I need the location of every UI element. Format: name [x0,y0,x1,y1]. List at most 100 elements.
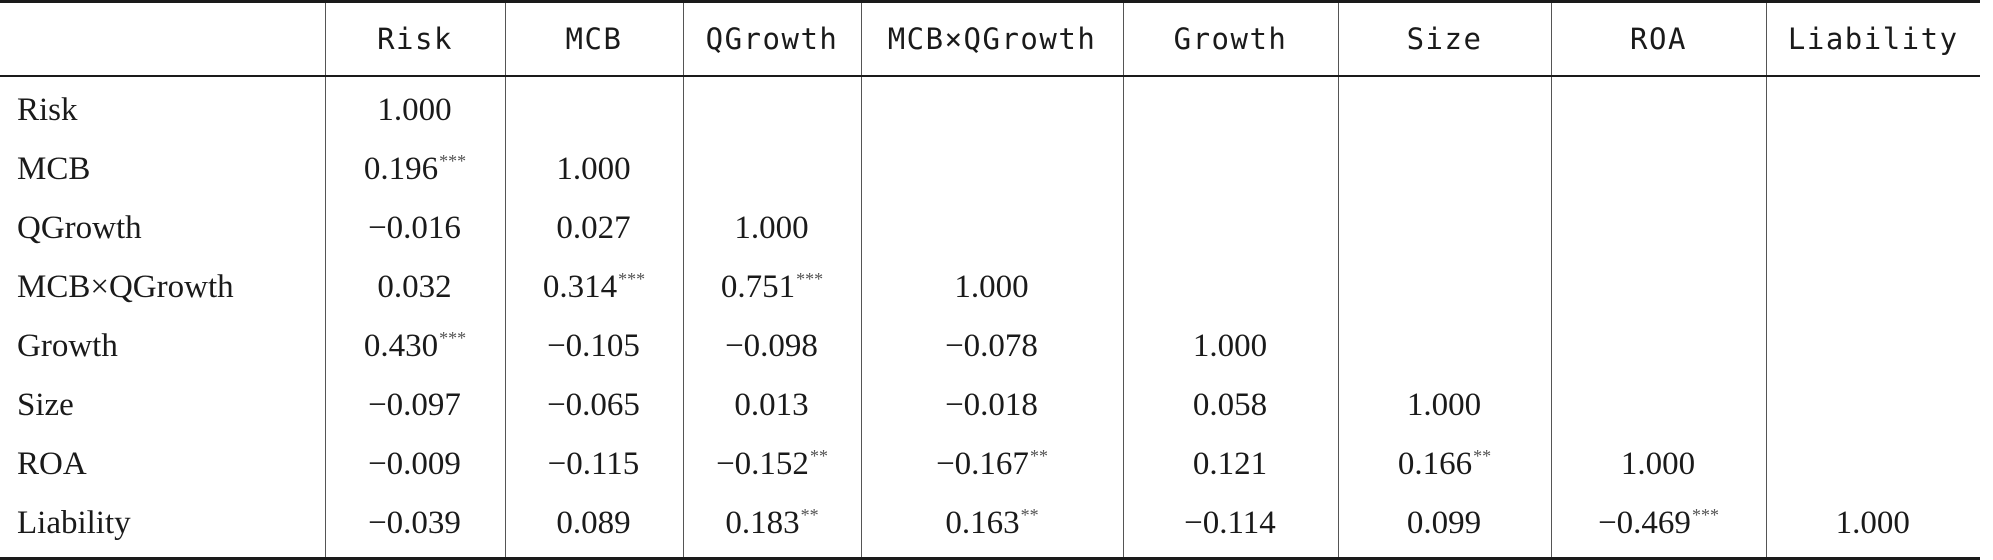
table-cell [1551,376,1767,435]
table-cell [861,76,1124,140]
table-cell: −0.078 [861,317,1124,376]
table-cell [1766,435,1980,494]
cell-value: 0.166 [1397,446,1473,482]
table-row: ROA −0.009 −0.115 −0.152** −0.167** 0.121 0.16… [0,435,1980,494]
significance-stars: ** [800,505,819,525]
cell-value: 0.013 [734,387,809,423]
header-row: Risk MCB QGrowth MCB×QGrowth Growth Size… [0,1,1980,77]
table-cell [505,76,684,140]
table-cell [861,199,1124,258]
header-cell-size: Size [1338,1,1552,77]
table-row: MCB×QGrowth 0.032 0.314*** 0.751*** 1.000 [0,258,1980,317]
table-cell [1766,317,1980,376]
cell-value: −0.097 [368,387,461,423]
cell-value: 1.000 [1406,387,1482,423]
table-cell: 1.000 [1551,435,1767,494]
table-cell [683,140,862,199]
row-label: ROA [0,435,326,494]
cell-value: 0.027 [556,210,631,246]
cell-value: 0.058 [1192,387,1268,423]
table-cell [1551,140,1767,199]
table-cell: −0.469*** [1551,494,1767,559]
table-cell: −0.097 [325,376,506,435]
cell-value: 0.121 [1192,446,1268,482]
table-cell: −0.167** [861,435,1124,494]
cell-value: 0.314 [542,269,618,305]
table-cell: 0.196*** [325,140,506,199]
cell-value: −0.009 [368,446,461,482]
table-cell: 1.000 [505,140,684,199]
table-cell: 0.027 [505,199,684,258]
header-cell-liability: Liability [1766,1,1980,77]
cell-value: −0.078 [945,328,1038,364]
table-cell [1338,317,1552,376]
table-cell: 0.099 [1338,494,1552,559]
table-cell: −0.114 [1123,494,1339,559]
table-cell [1551,258,1767,317]
significance-stars: *** [439,151,467,171]
cell-value: 0.196 [363,151,439,187]
header-cell-mcb: MCB [505,1,684,77]
table-cell: 1.000 [683,199,862,258]
table-cell [683,76,862,140]
table-row: Growth 0.430*** −0.105 −0.098 −0.078 1.000 [0,317,1980,376]
table-body: Risk 1.000 MCB 0.196*** 1.000 QGrowth −0.016 0.… [0,76,1980,559]
row-label: Liability [0,494,326,559]
table-cell: −0.105 [505,317,684,376]
row-label: MCB [0,140,326,199]
table-cell [1123,140,1339,199]
table-cell [1338,140,1552,199]
significance-stars: ** [1029,446,1048,466]
cell-value: 0.430 [363,328,439,364]
cell-value: −0.065 [547,387,640,423]
table-row: QGrowth −0.016 0.027 1.000 [0,199,1980,258]
significance-stars: *** [618,269,646,289]
cell-value: 0.032 [377,269,452,305]
row-label: Risk [0,76,326,140]
cell-value: 0.163 [945,505,1020,541]
table-cell [1123,258,1339,317]
cell-value: 0.183 [725,505,800,541]
table-cell: −0.098 [683,317,862,376]
table-cell [1123,76,1339,140]
row-label: Growth [0,317,326,376]
cell-value: 1.000 [377,92,452,128]
cell-value: −0.016 [368,210,461,246]
table-row: Size −0.097 −0.065 0.013 −0.018 0.058 1.000 [0,376,1980,435]
table-cell: 0.032 [325,258,506,317]
table-cell: −0.152** [683,435,862,494]
table-cell: 1.000 [1338,376,1552,435]
table-cell: −0.115 [505,435,684,494]
table-cell: 0.183** [683,494,862,559]
significance-stars: ** [1473,446,1492,466]
header-cell-qgrowth: QGrowth [683,1,862,77]
header-cell-roa: ROA [1551,1,1767,77]
cell-value: 0.751 [720,269,796,305]
significance-stars: ** [1020,505,1039,525]
cell-value: 1.000 [734,210,809,246]
table-cell: 0.089 [505,494,684,559]
table-cell [1766,258,1980,317]
cell-value: −0.098 [725,328,818,364]
significance-stars: ** [809,446,828,466]
table-cell [1551,317,1767,376]
significance-stars: *** [1691,505,1719,525]
header-cell-mcb-x-qgrowth: MCB×QGrowth [861,1,1124,77]
table-cell [1766,199,1980,258]
row-label: MCB×QGrowth [0,258,326,317]
table-cell: −0.039 [325,494,506,559]
header-cell-growth: Growth [1123,1,1339,77]
table-cell: 0.163** [861,494,1124,559]
table-cell: 0.166** [1338,435,1552,494]
cell-value: −0.018 [945,387,1038,423]
cell-value: 1.000 [954,269,1029,305]
cell-value: 0.099 [1406,505,1482,541]
cell-value: −0.105 [547,328,640,364]
table-cell [1338,258,1552,317]
table-row: MCB 0.196*** 1.000 [0,140,1980,199]
cell-value: 1.000 [1620,446,1696,482]
significance-stars: *** [439,328,467,348]
table-cell [1123,199,1339,258]
